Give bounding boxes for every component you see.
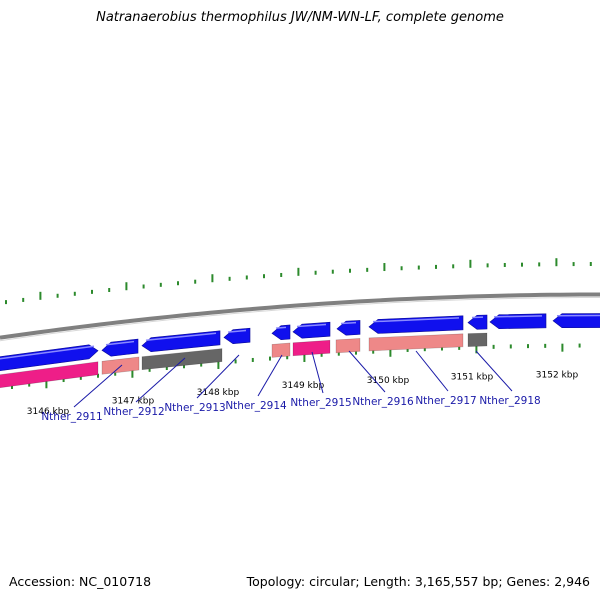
gene-label[interactable]: Nther_2915 (290, 397, 351, 409)
kbp-tick-label: 3152 kbp (536, 371, 579, 381)
accession-label: Accession: NC_010718 (9, 574, 152, 589)
forward-cds-highlight (296, 323, 327, 328)
map-title: Natranaerobius thermophilus JW/NM-WN-LF,… (96, 10, 504, 25)
forward-cds-arrow[interactable] (101, 338, 139, 357)
genome-backbone-shadow (0, 297, 600, 342)
forward-cds-arrow[interactable] (489, 313, 547, 330)
kbp-tick-label: 3146 kbp (27, 407, 70, 417)
reverse-cds-block[interactable] (467, 332, 488, 347)
forward-cds-highlight (0, 345, 95, 360)
forward-cds-highlight (275, 326, 287, 329)
gene-label[interactable]: Nther_2912 (103, 406, 164, 418)
gene-callout-line (135, 357, 186, 403)
forward-cds-highlight (105, 340, 135, 346)
forward-cds-highlight (493, 315, 543, 318)
gene-label[interactable]: Nther_2916 (352, 396, 414, 408)
gene-label[interactable]: Nther_2911 (41, 411, 102, 423)
gene-callout-line (73, 364, 123, 408)
gene-callout-line (311, 351, 324, 394)
forward-cds-arrow[interactable] (467, 314, 488, 330)
gene-callout-line (257, 354, 283, 397)
forward-cds-arrow[interactable] (223, 327, 251, 345)
kbp-tick-label: 3147 kbp (112, 397, 155, 407)
gene-callout-line (348, 350, 386, 393)
genome-backbone (0, 292, 600, 340)
reverse-cds-block[interactable] (368, 333, 464, 352)
gene-label[interactable]: Nther_2917 (415, 395, 476, 407)
forward-cds-highlight (145, 332, 217, 341)
gene-label[interactable]: Nther_2918 (479, 395, 540, 407)
reverse-cds-block[interactable] (271, 342, 291, 358)
reverse-cds-block[interactable] (335, 338, 361, 354)
kbp-tick-label: 3149 kbp (282, 381, 325, 391)
gene-callout-line (415, 350, 449, 392)
forward-cds-arrow[interactable] (271, 324, 291, 341)
kbp-tick-label: 3150 kbp (367, 376, 410, 386)
gene-label[interactable]: Nther_2913 (164, 402, 225, 414)
gene-callout-line (196, 354, 240, 399)
forward-cds-highlight (227, 329, 247, 333)
gene-label[interactable]: Nther_2914 (225, 400, 287, 412)
reverse-cds-block[interactable] (292, 339, 331, 357)
reverse-cds-block[interactable] (141, 348, 223, 371)
forward-cds-arrow[interactable] (141, 330, 221, 353)
kbp-tick-label: 3148 kbp (197, 388, 240, 398)
forward-cds-highlight (340, 321, 357, 325)
gene-callout-line (475, 350, 513, 392)
forward-cds-highlight (372, 317, 460, 323)
forward-cds-arrow[interactable] (0, 344, 99, 372)
kbp-tick-label: 3151 kbp (451, 373, 494, 383)
genome-summary: Topology: circular; Length: 3,165,557 bp… (246, 574, 590, 589)
reverse-cds-block[interactable] (0, 361, 99, 389)
forward-cds-arrow[interactable] (552, 313, 600, 329)
